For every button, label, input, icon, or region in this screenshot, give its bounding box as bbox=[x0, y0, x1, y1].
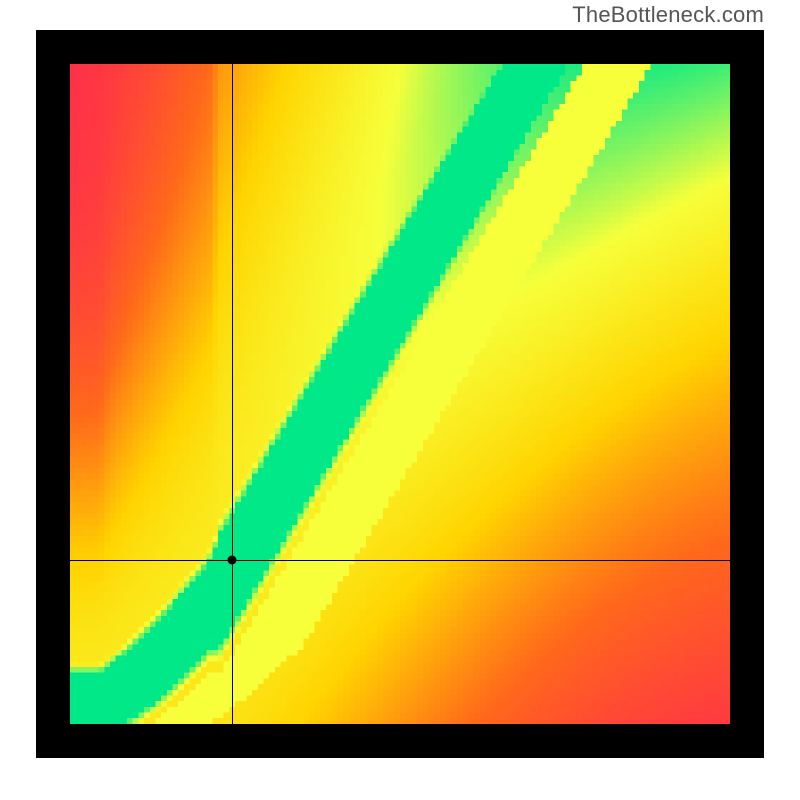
watermark-text: TheBottleneck.com bbox=[572, 2, 764, 28]
chart-frame: TheBottleneck.com bbox=[0, 0, 800, 800]
bottleneck-heatmap bbox=[36, 30, 764, 758]
